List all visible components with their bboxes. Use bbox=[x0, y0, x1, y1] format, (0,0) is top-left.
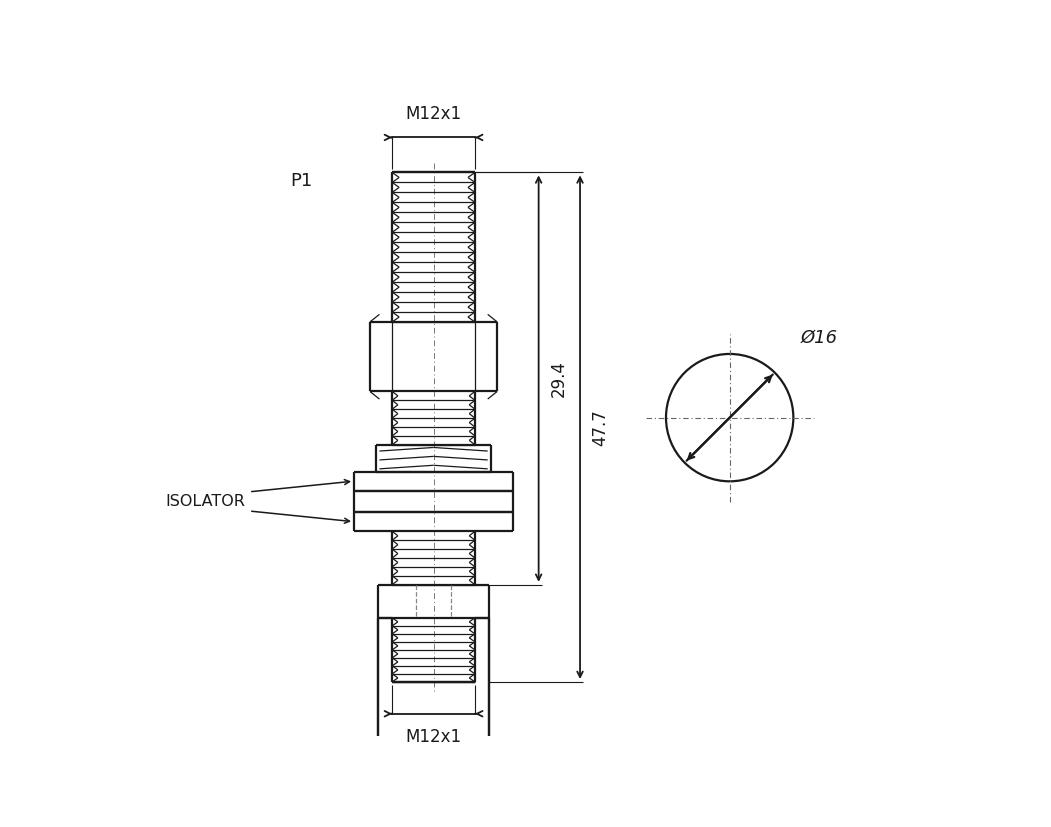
Text: 29.4: 29.4 bbox=[550, 360, 569, 397]
Text: M12x1: M12x1 bbox=[406, 105, 461, 123]
Text: ISOLATOR: ISOLATOR bbox=[166, 494, 246, 509]
Text: M12x1: M12x1 bbox=[406, 728, 461, 746]
Text: J1: J1 bbox=[317, 826, 333, 827]
Text: 47.7: 47.7 bbox=[592, 409, 610, 446]
Text: P1: P1 bbox=[290, 173, 312, 190]
Text: Ø16: Ø16 bbox=[800, 329, 838, 347]
